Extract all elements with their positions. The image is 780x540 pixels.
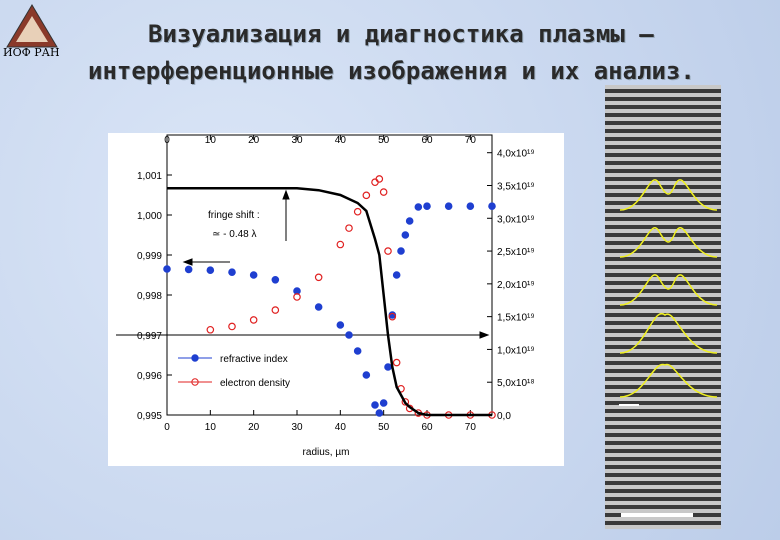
interferogram — [605, 85, 721, 529]
x-axis-label: radius, µm — [303, 447, 350, 458]
point — [249, 316, 258, 324]
x-top-tick-label: 40 — [335, 135, 347, 146]
x-top-tick-label: 50 — [378, 135, 390, 146]
y2-tick-label: 0,0 — [497, 411, 511, 422]
y2-tick-label: 5,0x10¹⁸ — [497, 378, 535, 389]
point — [345, 224, 353, 232]
point — [392, 271, 401, 279]
chart: radius, µm fringe shift : ≃ - 0.48 λ 0 0 1… — [108, 133, 564, 466]
y2-tick-label: 1,0x10¹⁹ — [497, 345, 535, 356]
x-top-tick-label: 30 — [291, 135, 303, 146]
point — [314, 273, 323, 282]
annotation: fringe shift : — [208, 210, 260, 221]
x-tick-label: 30 — [291, 422, 303, 433]
y2-tick-label: 2,5x10¹⁹ — [497, 247, 535, 258]
point — [206, 266, 215, 275]
point — [405, 217, 414, 225]
point — [336, 321, 345, 329]
point — [228, 322, 236, 331]
legend-label: electron density — [220, 378, 290, 389]
point — [362, 191, 371, 200]
annotation: ≃ - 0.48 λ — [212, 229, 257, 240]
point — [206, 325, 215, 334]
point — [249, 271, 258, 279]
x-top-tick-label: 20 — [248, 135, 260, 146]
y-tick-label: 0,997 — [137, 331, 162, 342]
point — [444, 202, 453, 211]
logo-icon — [6, 4, 58, 48]
x-tick-label: 60 — [421, 422, 433, 433]
point — [379, 188, 388, 196]
point — [271, 306, 280, 314]
point — [384, 247, 392, 255]
point — [414, 203, 423, 211]
point — [293, 293, 301, 301]
y-tick-label: 0,995 — [137, 411, 162, 422]
plot-frame — [166, 134, 493, 416]
y-tick-label: 1,000 — [137, 211, 162, 222]
x-tick-label: 40 — [335, 422, 347, 433]
y2-tick-label: 3,5x10¹⁹ — [497, 181, 535, 192]
point — [466, 202, 475, 211]
title-line: интерференционные изображения и их анали… — [88, 57, 695, 85]
point — [353, 207, 362, 216]
logo-text: ИОФ РАН — [3, 46, 60, 59]
point — [392, 358, 401, 367]
x-top-tick-label: 0 — [164, 135, 170, 146]
point — [336, 240, 345, 249]
y-tick-label: 0,996 — [137, 371, 162, 382]
legend-marker — [191, 354, 199, 362]
point — [353, 347, 362, 355]
legend-marker — [191, 378, 199, 386]
x-tick-label: 70 — [465, 422, 477, 433]
x-tick-label: 20 — [248, 422, 260, 433]
x-top-tick-label: 10 — [205, 135, 217, 146]
y-tick-label: 0,999 — [137, 251, 162, 262]
y-tick-label: 0,998 — [137, 291, 162, 302]
point — [228, 268, 236, 277]
x-tick-label: 0 — [164, 422, 170, 433]
y-tick-label: 1,001 — [137, 171, 162, 182]
point — [388, 312, 397, 321]
point — [345, 331, 353, 339]
arrows — [116, 189, 490, 339]
point — [423, 202, 431, 211]
title-line: Визуализация и диагностика плазмы – — [148, 20, 654, 48]
point — [362, 371, 371, 379]
point — [371, 401, 379, 409]
point — [314, 303, 323, 311]
y2-tick-label: 1,5x10¹⁹ — [497, 313, 535, 324]
x-tick-label: 50 — [378, 422, 390, 433]
point — [163, 265, 171, 273]
point — [184, 265, 193, 274]
point — [375, 409, 384, 417]
y2-tick-label: 2,0x10¹⁹ — [497, 280, 535, 291]
point — [384, 363, 392, 371]
y2-tick-label: 3,0x10¹⁹ — [497, 214, 535, 225]
x-tick-label: 10 — [205, 422, 217, 433]
x-top-tick-label: 60 — [421, 135, 433, 146]
point — [401, 231, 410, 239]
y2-tick-label: 4,0x10¹⁹ — [497, 149, 535, 160]
point — [397, 247, 405, 255]
point — [271, 276, 280, 284]
x-top-tick-label: 70 — [465, 135, 477, 146]
point — [488, 202, 496, 211]
line — [167, 186, 492, 417]
point — [379, 399, 388, 407]
point — [375, 175, 384, 183]
legend-label: refractive index — [220, 354, 288, 365]
point — [401, 398, 410, 406]
